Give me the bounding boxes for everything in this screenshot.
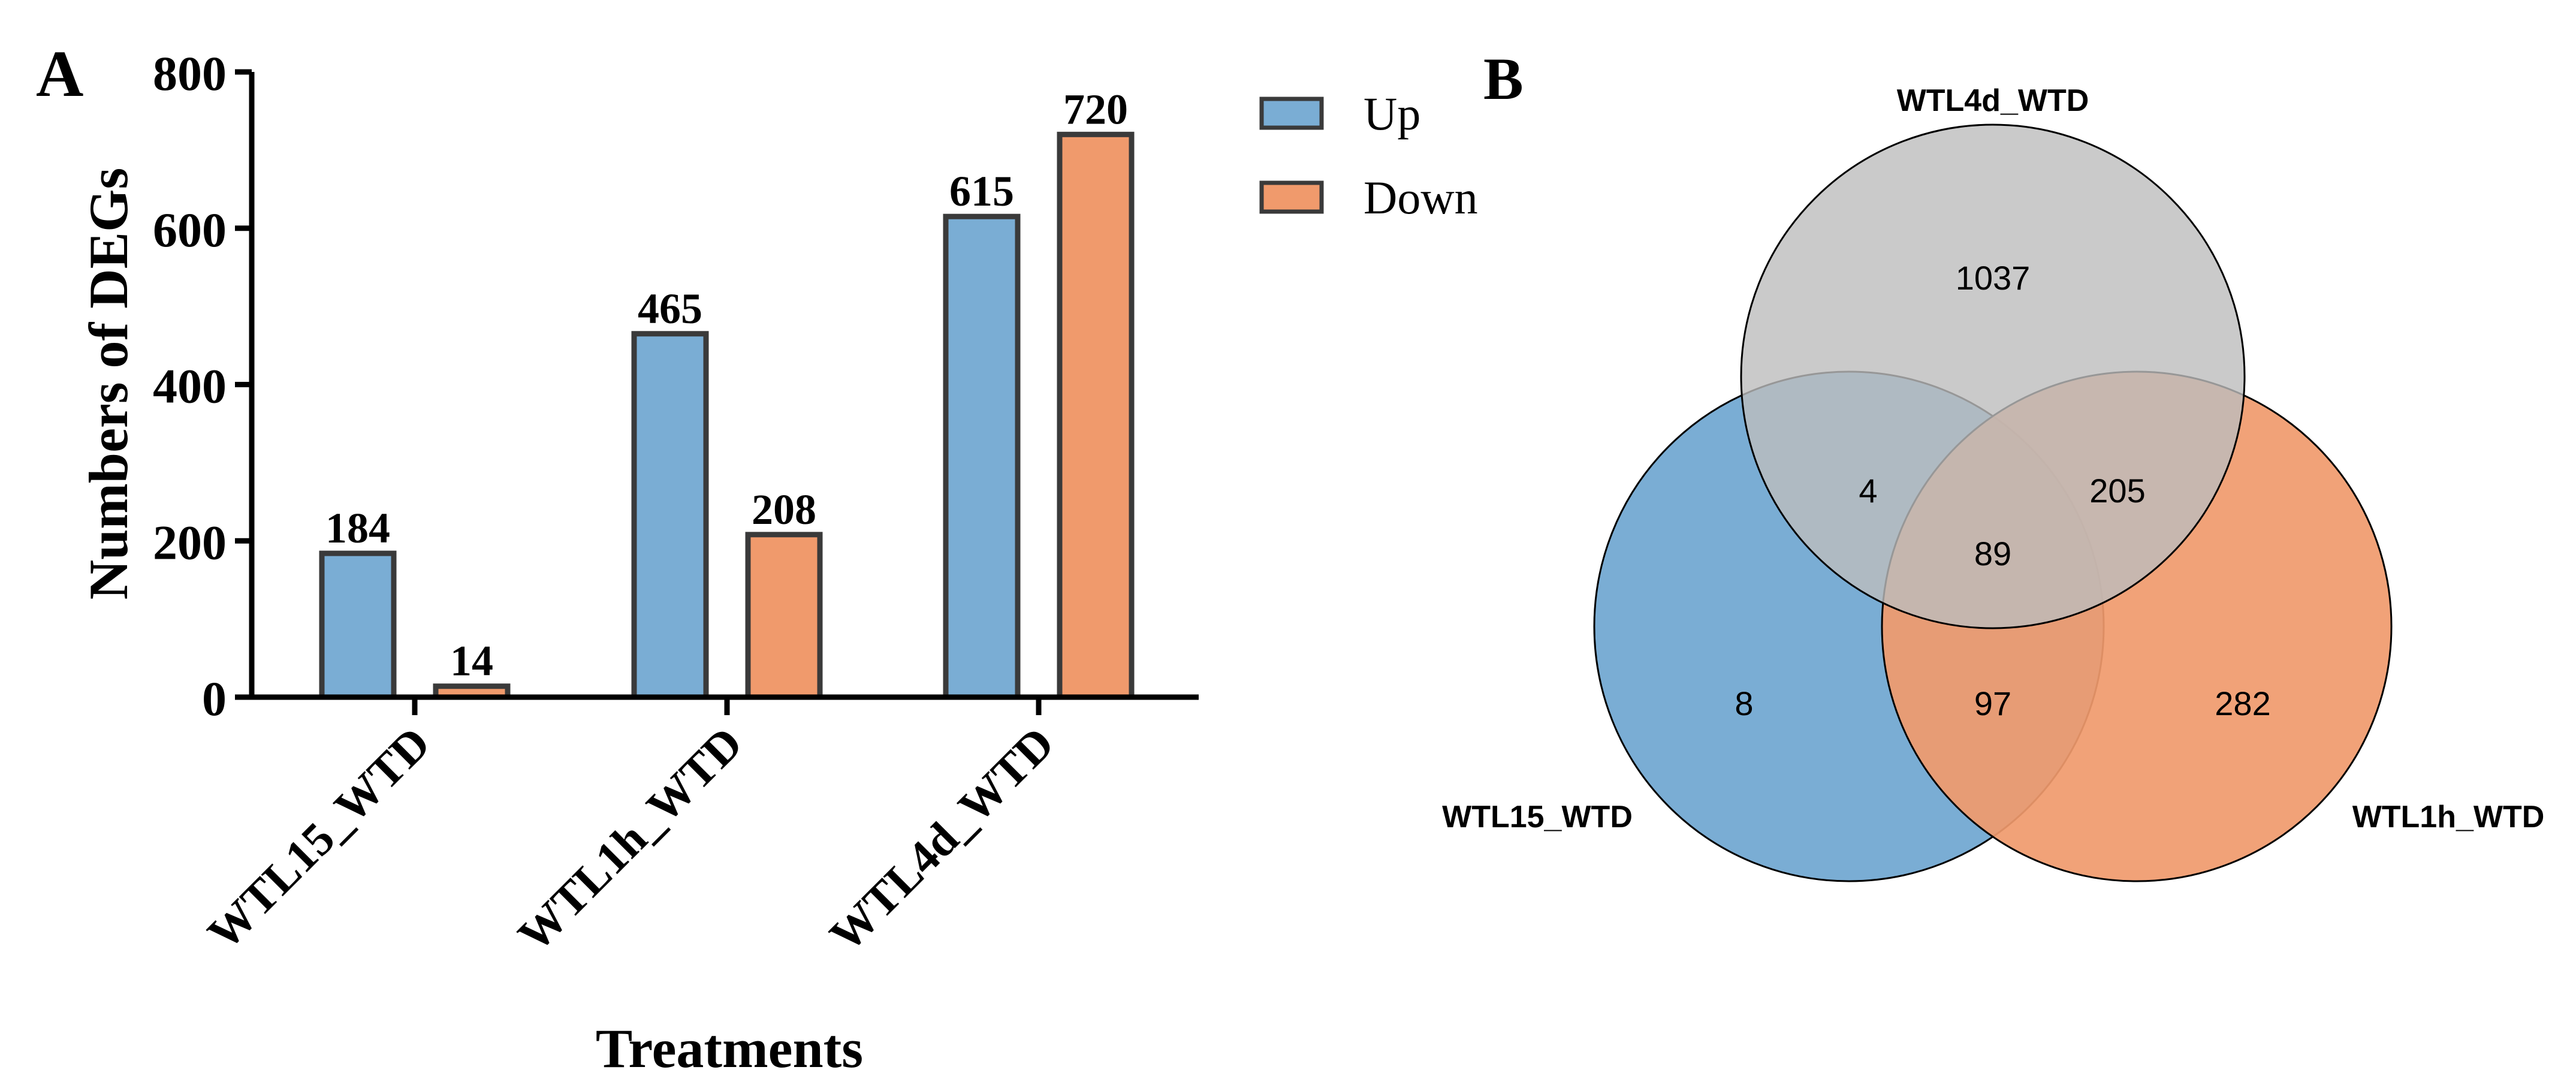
venn-circle-wtl4d [1740, 123, 2246, 629]
y-axis-title: Numbers of DEGs [78, 168, 139, 600]
y-tick-label: 600 [153, 203, 227, 257]
bar-value-label: 720 [1063, 85, 1128, 133]
venn-set-label-wtl1h: WTL1h_WTD [2352, 800, 2545, 834]
venn-count-wtl15-wtl4d: 4 [1859, 472, 1877, 510]
bar-chart-panel: A Numbers of DEGs Treatments 0 200 400 600 8… [36, 37, 1478, 1079]
legend-label-down: Down [1364, 171, 1478, 224]
venn-count-wtl15-wtl1h: 97 [1974, 685, 2011, 722]
venn-panel: B WTL4d_WTD WTL15_WTD WTL1h_WTD 1037 4 2… [1442, 46, 2545, 882]
bar-up-wtl4d_wtd [943, 213, 1021, 700]
x-tick-label: WTL4d_WTD [819, 717, 1064, 962]
panel-label-b: B [1483, 46, 1524, 112]
bar-value-labels: 184 465 615 14 208 720 [325, 85, 1128, 685]
x-axis-title: Treatments [596, 1018, 863, 1079]
bar-up-wtl15_wtd [319, 550, 397, 700]
y-tick-label: 400 [153, 359, 227, 414]
panel-label-a: A [36, 37, 83, 110]
y-tick-label: 0 [202, 671, 227, 726]
venn-count-wtl1h-only: 282 [2215, 685, 2270, 722]
bar-value-label: 465 [638, 285, 702, 333]
bar-value-label: 208 [752, 486, 816, 534]
y-tick-label: 800 [153, 46, 227, 101]
legend-swatch-up [1259, 97, 1324, 130]
legend: Up Down [1259, 88, 1478, 224]
legend-swatch-down [1259, 180, 1324, 214]
venn-count-wtl4d-wtl1h: 205 [2089, 472, 2145, 510]
y-axis-ticks: 0 200 400 600 800 [153, 46, 252, 726]
venn-region-counts: 1037 4 205 89 8 97 282 [1735, 259, 2270, 722]
bar-down-wtl1h_wtd [745, 532, 823, 700]
legend-label-up: Up [1364, 88, 1420, 140]
bar-down-wtl4d_wtd [1057, 131, 1135, 700]
venn-count-wtl15-only: 8 [1735, 685, 1753, 722]
x-tick-label: WTL15_WTD [197, 717, 440, 960]
bars [319, 131, 1135, 700]
venn-set-label-wtl4d: WTL4d_WTD [1897, 83, 2089, 118]
bar-value-label: 14 [450, 637, 493, 685]
venn-count-all-three: 89 [1974, 535, 2011, 572]
x-tick-label: WTL1h_WTD [508, 717, 752, 962]
bar-value-label: 184 [325, 504, 390, 552]
y-tick-label: 200 [153, 515, 227, 569]
venn-set-label-wtl15: WTL15_WTD [1442, 800, 1633, 834]
x-axis-ticks: WTL15_WTD WTL1h_WTD WTL4d_WTD [197, 697, 1064, 961]
venn-count-wtl4d-only: 1037 [1956, 259, 2031, 297]
bar-up-wtl1h_wtd [631, 331, 709, 700]
bar-value-label: 615 [949, 167, 1014, 215]
